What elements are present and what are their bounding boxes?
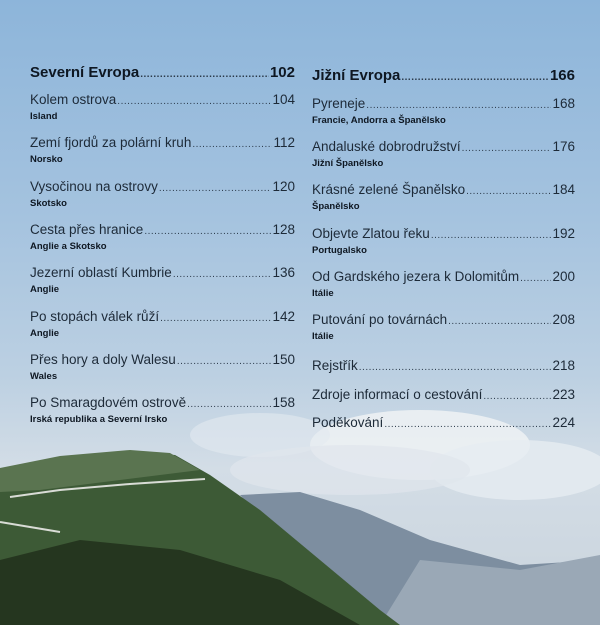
leader-dots (359, 362, 552, 373)
page-number: 200 (552, 268, 575, 284)
leader-dots (462, 143, 552, 154)
toc-entry[interactable]: Zemí fjordů za polární kruh 112 (30, 135, 295, 150)
entry-title: Krásné zelené Španělsko (312, 182, 466, 198)
entry-region: Anglie a Skotsko (30, 240, 107, 252)
page-number: 136 (272, 265, 295, 281)
toc-entry[interactable]: Krásné zelené Španělsko 184 (312, 182, 575, 197)
toc-entry[interactable]: Pyreneje 168 (312, 96, 575, 111)
entry-title: Kolem ostrova (30, 92, 117, 107)
page-number: 142 (272, 308, 295, 324)
entry-region: Francie, Andorra a Španělsko (312, 115, 446, 126)
entry-region: Island (30, 111, 58, 122)
leader-dots (187, 399, 271, 410)
section-title: Jižní Evropa (312, 67, 401, 84)
entry-title: Zemí fjordů za polární kruh (30, 135, 192, 151)
leader-dots (192, 139, 272, 150)
entry-region: Irská republika a Severní Irsko (30, 414, 168, 426)
page-number: 102 (269, 64, 295, 81)
entry-title: Po Smaragdovém ostrově (30, 395, 187, 411)
toc-entry[interactable]: Poděkování 224 (312, 415, 575, 430)
entry-title: Jezerní oblastí Kumbrie (30, 265, 172, 281)
entry-region: Jižní Španělsko (312, 158, 384, 170)
leader-dots (140, 69, 269, 80)
page-number: 158 (272, 395, 295, 411)
toc-entry[interactable]: Od Gardského jezera k Dolomitům 200 (312, 269, 575, 284)
entry-region: Skotsko (30, 197, 67, 209)
page-number: 168 (552, 96, 575, 111)
entry-title: Pyreneje (312, 96, 366, 111)
page-number: 223 (552, 386, 575, 402)
leader-dots (173, 269, 272, 280)
page-number: 218 (552, 358, 575, 373)
page-number: 224 (552, 415, 575, 430)
page-number: 192 (552, 225, 575, 241)
entry-title: Vysočinou na ostrovy (30, 178, 158, 194)
entry-region: Itálie (312, 331, 334, 342)
leader-dots (144, 226, 271, 237)
entry-region: Wales (30, 370, 58, 382)
toc-entry[interactable]: Objevte Zlatou řeku 192 (312, 226, 575, 241)
page-number: 104 (272, 92, 295, 107)
section-title: Severní Evropa (30, 64, 140, 81)
leader-dots (117, 96, 271, 107)
toc-entry[interactable]: Po Smaragdovém ostrově 158 (30, 395, 295, 410)
toc-entry[interactable]: Rejstřík 218 (312, 358, 575, 373)
leader-dots (520, 273, 551, 284)
toc-entry[interactable]: Přes hory a doly Walesu 150 (30, 352, 295, 367)
entry-title: Poděkování (312, 415, 384, 430)
leader-dots (177, 356, 272, 367)
entry-region: Španělsko (312, 201, 360, 213)
entry-title: Objevte Zlatou řeku (312, 225, 430, 241)
entry-title: Přes hory a doly Walesu (30, 351, 176, 367)
toc-entry[interactable]: Putování po továrnách 208 (312, 312, 575, 327)
entry-region: Anglie (30, 284, 60, 296)
entry-region: Portugalsko (312, 244, 367, 256)
page-number: 120 (272, 178, 295, 194)
leader-dots (384, 419, 551, 430)
entry-region: Norsko (30, 154, 63, 166)
entry-region: Itálie (312, 287, 334, 299)
toc-entry[interactable]: Andaluské dobrodružství 176 (312, 139, 575, 154)
leader-dots (401, 72, 549, 83)
entry-title: Po stopách válek růží (30, 308, 160, 324)
page-number: 176 (552, 139, 575, 155)
leader-dots (366, 100, 551, 111)
entry-title: Rejstřík (312, 358, 358, 373)
toc-entry[interactable]: Zdroje informací o cestování 223 (312, 387, 575, 402)
entry-title: Zdroje informací o cestování (312, 386, 483, 402)
page-number: 112 (273, 135, 295, 151)
leader-dots (431, 230, 552, 241)
toc-entry[interactable]: Po stopách válek růží 142 (30, 309, 295, 324)
entry-title: Putování po továrnách (312, 312, 448, 327)
entry-region: Anglie (30, 327, 60, 339)
leader-dots (159, 183, 272, 194)
page-number: 128 (272, 221, 295, 237)
toc-entry[interactable]: Jezerní oblastí Kumbrie 136 (30, 265, 295, 280)
leader-dots (483, 391, 551, 402)
entry-title: Andaluské dobrodružství (312, 139, 461, 155)
page-number: 166 (549, 67, 575, 84)
page-number: 208 (552, 312, 575, 327)
leader-dots (160, 313, 271, 324)
page-number: 150 (272, 351, 295, 367)
toc-entry[interactable]: Kolem ostrova 104 (30, 92, 295, 107)
page-number: 184 (552, 182, 575, 198)
entry-title: Od Gardského jezera k Dolomitům (312, 268, 520, 284)
leader-dots (448, 316, 551, 327)
toc-entry[interactable]: Vysočinou na ostrovy 120 (30, 179, 295, 194)
toc-entry[interactable]: Cesta přes hranice 128 (30, 222, 295, 237)
toc-section-heading[interactable]: Jižní Evropa 166 (312, 67, 575, 84)
leader-dots (466, 186, 551, 197)
entry-title: Cesta přes hranice (30, 221, 144, 237)
toc-section-heading[interactable]: Severní Evropa 102 (30, 64, 295, 81)
